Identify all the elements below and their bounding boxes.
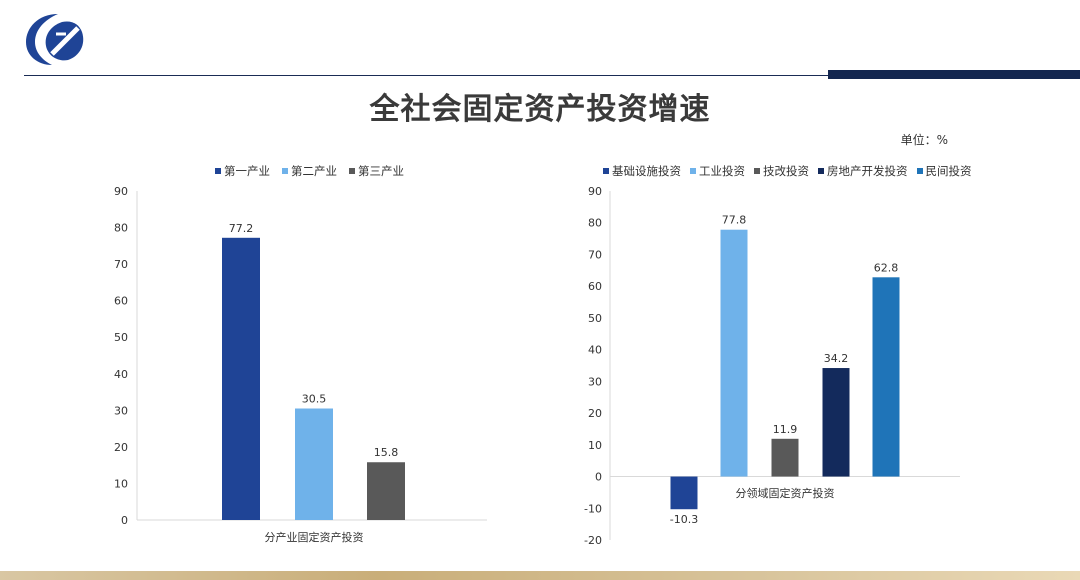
legend-label: 第二产业 (291, 164, 337, 178)
y-tick-label: 80 (588, 217, 602, 230)
legend-label: 民间投资 (925, 164, 972, 178)
bar (670, 476, 698, 510)
bar (771, 438, 799, 477)
legend-item: 技改投资 (754, 163, 809, 179)
legend-item: 基础设施投资 (603, 163, 681, 179)
legend-label: 工业投资 (699, 164, 745, 178)
header-accent-bar (828, 70, 1080, 79)
legend-swatch (282, 168, 288, 174)
legend-item: 工业投资 (690, 163, 745, 179)
legend-label: 基础设施投资 (612, 164, 681, 178)
page-title: 全社会固定资产投资增速 (369, 92, 711, 127)
legend-label: 房地产开发投资 (827, 164, 908, 178)
data-label: 34.2 (824, 352, 849, 365)
y-tick-label: -10 (584, 502, 602, 515)
data-label: 11.9 (773, 423, 798, 436)
y-tick-label: 10 (114, 477, 128, 490)
bar (872, 277, 900, 477)
company-logo (26, 14, 84, 65)
y-tick-label: 50 (588, 312, 602, 325)
legend-item: 第一产业 (215, 163, 270, 179)
header-rule (24, 75, 829, 76)
data-label: 77.8 (722, 214, 747, 227)
y-tick-label: 90 (114, 185, 128, 198)
chart-2-legend: 基础设施投资 工业投资 技改投资 房地产开发投资 民间投资 (603, 163, 972, 179)
footer-bar (0, 571, 1080, 580)
y-tick-label: 20 (114, 441, 128, 454)
unit-note: 单位：% (900, 133, 948, 147)
y-tick-label: 30 (588, 375, 602, 388)
y-tick-label: 40 (588, 344, 602, 357)
y-tick-label: 20 (588, 407, 602, 420)
data-label: 62.8 (874, 261, 899, 274)
data-label: 30.5 (302, 393, 327, 406)
legend-swatch (818, 168, 824, 174)
legend-swatch (603, 168, 609, 174)
y-tick-label: 40 (114, 368, 128, 381)
bar (222, 237, 260, 520)
y-tick-label: 10 (588, 439, 602, 452)
bar (822, 368, 850, 477)
bar (295, 408, 333, 520)
y-tick-label: 80 (114, 222, 128, 235)
y-tick-label: 30 (114, 404, 128, 417)
legend-item: 民间投资 (916, 163, 972, 179)
x-axis-label: 分领域固定资产投资 (736, 486, 835, 500)
y-tick-label: 70 (588, 248, 602, 261)
x-axis-label: 分产业固定资产投资 (265, 530, 364, 544)
y-tick-label: -20 (584, 534, 602, 547)
legend-label: 第三产业 (358, 164, 404, 178)
legend-item: 第三产业 (349, 163, 404, 179)
chart-1-legend: 第一产业 第二产业 第三产业 (215, 163, 404, 179)
y-tick-label: 60 (588, 280, 602, 293)
y-tick-label: 0 (121, 514, 128, 527)
y-tick-label: 90 (588, 185, 602, 198)
bar (367, 462, 405, 520)
y-tick-label: 70 (114, 258, 128, 271)
legend-label: 技改投资 (763, 164, 809, 178)
legend-swatch (215, 168, 221, 174)
legend-swatch (690, 168, 696, 174)
legend-swatch (916, 168, 923, 174)
legend-swatch (349, 168, 355, 174)
legend-swatch (754, 168, 760, 174)
y-tick-label: 60 (114, 295, 128, 308)
legend-label: 第一产业 (224, 164, 270, 178)
data-label: 15.8 (374, 446, 399, 459)
y-tick-label: 50 (114, 331, 128, 344)
bar (720, 229, 748, 477)
data-label: 77.2 (229, 222, 254, 235)
legend-item: 房地产开发投资 (818, 163, 908, 179)
y-tick-label: 0 (595, 471, 602, 484)
legend-item: 第二产业 (282, 163, 337, 179)
data-label: -10.3 (670, 513, 698, 526)
